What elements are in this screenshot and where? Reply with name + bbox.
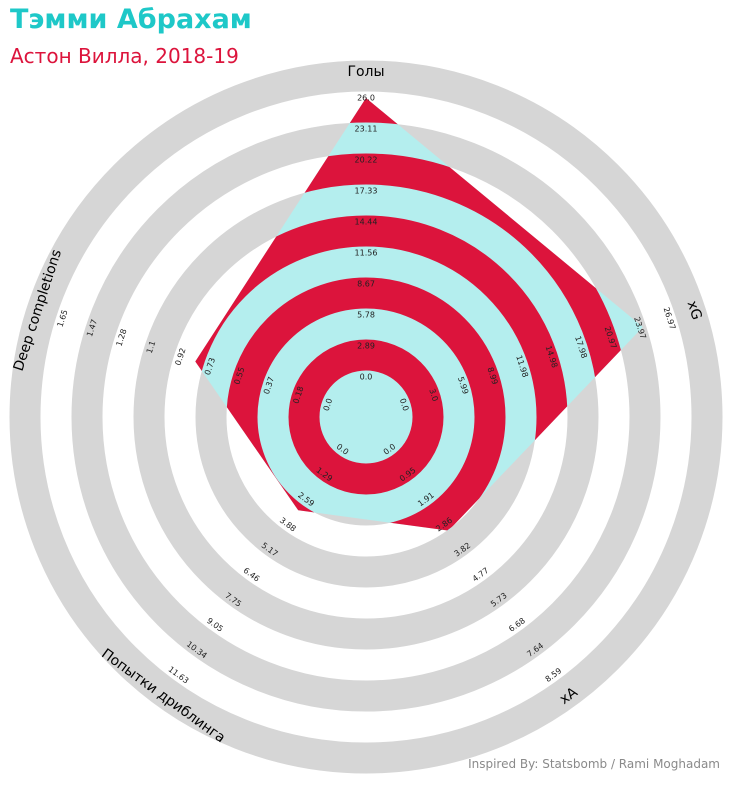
tick-label: 11.56 — [355, 249, 378, 258]
red-ring — [195, 215, 568, 531]
tick-label: 8.67 — [357, 280, 375, 289]
tick-label: 23.11 — [355, 125, 378, 134]
tick-label: 17.33 — [355, 187, 378, 196]
tick-label: 26.0 — [357, 94, 375, 103]
red-ring — [288, 339, 444, 495]
chart-title: Тэмми Абрахам — [10, 4, 252, 35]
gray-ring — [9, 60, 723, 774]
axis-label: Голы — [347, 64, 384, 80]
tick-label: 2.89 — [357, 342, 375, 351]
red-ring — [226, 277, 506, 531]
axis-label: xG — [684, 299, 705, 322]
red-ring — [195, 98, 643, 531]
gray-rings — [9, 60, 723, 774]
tick-label: 0.0 — [322, 397, 334, 412]
tick-label: 14.44 — [355, 218, 378, 227]
tick-label: 5.78 — [357, 311, 375, 320]
tick-label: 3.0 — [427, 388, 439, 403]
tick-label: 0.0 — [360, 373, 373, 382]
tick-label: 20.22 — [355, 156, 378, 165]
tick-label: 0.0 — [398, 397, 410, 412]
credit-text: Inspired By: Statsbomb / Rami Moghadam — [468, 757, 720, 771]
chart-subtitle: Астон Вилла, 2018-19 — [10, 44, 239, 68]
tick-label: 1.1 — [145, 340, 157, 355]
